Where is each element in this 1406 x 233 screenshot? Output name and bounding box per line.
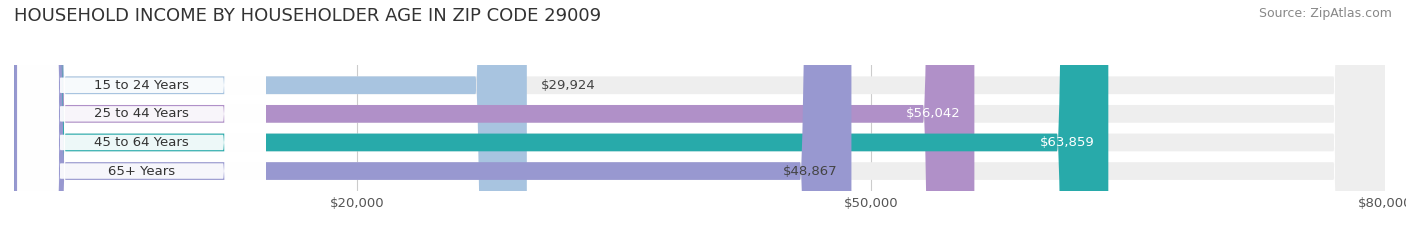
FancyBboxPatch shape (14, 0, 527, 233)
FancyBboxPatch shape (14, 0, 852, 233)
Text: HOUSEHOLD INCOME BY HOUSEHOLDER AGE IN ZIP CODE 29009: HOUSEHOLD INCOME BY HOUSEHOLDER AGE IN Z… (14, 7, 602, 25)
Text: 45 to 64 Years: 45 to 64 Years (94, 136, 188, 149)
FancyBboxPatch shape (14, 0, 1385, 233)
FancyBboxPatch shape (17, 0, 266, 233)
FancyBboxPatch shape (17, 0, 266, 233)
Text: Source: ZipAtlas.com: Source: ZipAtlas.com (1258, 7, 1392, 20)
FancyBboxPatch shape (14, 0, 1385, 233)
FancyBboxPatch shape (14, 0, 974, 233)
FancyBboxPatch shape (14, 0, 1108, 233)
Text: 15 to 24 Years: 15 to 24 Years (94, 79, 190, 92)
Text: $56,042: $56,042 (905, 107, 960, 120)
Text: $63,859: $63,859 (1040, 136, 1095, 149)
FancyBboxPatch shape (17, 0, 266, 233)
FancyBboxPatch shape (14, 0, 1385, 233)
FancyBboxPatch shape (14, 0, 1385, 233)
Text: $48,867: $48,867 (783, 164, 838, 178)
FancyBboxPatch shape (17, 0, 266, 233)
Text: $29,924: $29,924 (540, 79, 595, 92)
Text: 65+ Years: 65+ Years (108, 164, 176, 178)
Text: 25 to 44 Years: 25 to 44 Years (94, 107, 190, 120)
